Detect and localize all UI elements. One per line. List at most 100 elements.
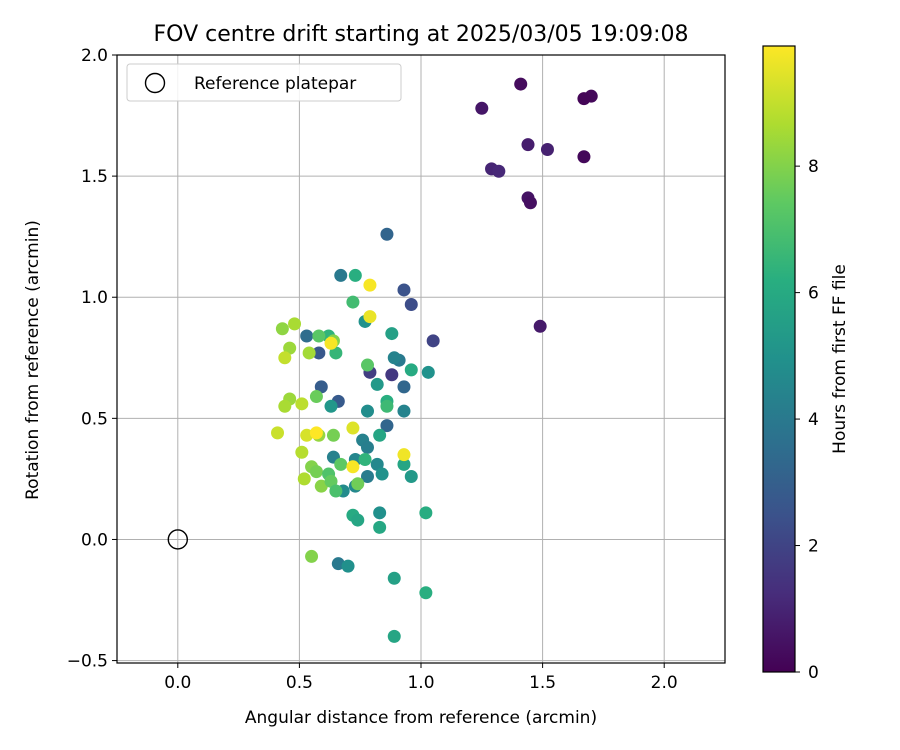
data-point	[309, 465, 323, 479]
colorbar-tick-label: 2	[808, 537, 819, 557]
data-point	[577, 150, 591, 164]
data-point	[360, 358, 374, 372]
data-point	[297, 472, 311, 486]
data-point	[300, 428, 314, 442]
y-tick-label: 0.0	[81, 530, 108, 550]
x-axis-label: Angular distance from reference (arcmin)	[245, 708, 597, 728]
data-point	[373, 506, 387, 520]
data-point	[375, 467, 389, 481]
y-tick-label: 2.0	[81, 46, 108, 66]
data-point	[387, 629, 401, 643]
data-point	[397, 448, 411, 462]
data-point	[370, 377, 384, 391]
data-point	[309, 426, 323, 440]
colorbar-tick-label: 6	[808, 284, 819, 304]
data-point	[334, 457, 348, 471]
data-point	[295, 445, 309, 459]
data-point	[404, 363, 418, 377]
data-point	[404, 297, 418, 311]
data-point	[475, 101, 489, 115]
data-point	[358, 453, 372, 467]
x-tick-label: 0.5	[286, 673, 313, 693]
colorbar-tick-label: 0	[808, 663, 819, 683]
data-point	[363, 310, 377, 324]
data-point	[324, 399, 338, 413]
x-tick-label: 0.0	[164, 673, 191, 693]
x-tick-label: 1.0	[407, 673, 434, 693]
legend: Reference platepar	[126, 63, 402, 102]
data-point	[514, 77, 528, 91]
data-point	[419, 586, 433, 600]
data-point	[397, 404, 411, 418]
data-point	[363, 278, 377, 292]
data-point	[373, 520, 387, 534]
data-point	[397, 380, 411, 394]
data-point	[380, 419, 394, 433]
data-point	[426, 334, 440, 348]
data-point	[309, 390, 323, 404]
data-point	[341, 559, 355, 573]
data-point	[360, 404, 374, 418]
data-point	[492, 164, 506, 178]
data-point	[370, 457, 384, 471]
x-axis-ticks: 0.0 0.5 1.0 1.5 2.0	[164, 663, 678, 693]
data-point	[404, 469, 418, 483]
data-point	[312, 346, 326, 360]
colorbar: 0 2 4 6 8 Hours from first FF file	[762, 45, 850, 683]
data-point	[295, 397, 309, 411]
colorbar-gradient	[762, 45, 796, 673]
data-point	[331, 557, 345, 571]
data-point	[329, 346, 343, 360]
colorbar-tick-label: 8	[808, 157, 819, 177]
y-axis-label: Rotation from reference (arcmin)	[23, 220, 43, 500]
data-point	[278, 399, 292, 413]
x-tick-label: 2.0	[651, 673, 678, 693]
data-point	[326, 428, 340, 442]
data-point	[387, 351, 401, 365]
chart-title: FOV centre drift starting at 2025/03/05 …	[154, 22, 689, 47]
data-point	[419, 506, 433, 520]
data-point	[302, 346, 316, 360]
data-point	[300, 329, 314, 343]
data-point	[385, 327, 399, 341]
data-point	[271, 426, 285, 440]
colorbar-label: Hours from first FF file	[830, 264, 850, 454]
data-point	[351, 513, 365, 527]
reference-point	[167, 529, 189, 550]
legend-marker	[144, 72, 166, 94]
data-point	[540, 142, 554, 156]
data-point	[329, 484, 343, 498]
data-point	[577, 92, 591, 106]
data-point	[521, 138, 535, 152]
y-tick-label: 1.0	[81, 288, 108, 308]
data-point	[346, 295, 360, 309]
data-point	[421, 365, 435, 379]
data-points	[167, 77, 598, 643]
data-point	[324, 336, 338, 350]
data-point	[283, 341, 297, 355]
data-point	[346, 460, 360, 474]
y-tick-label: 1.5	[81, 167, 108, 187]
data-point	[351, 477, 365, 491]
y-tick-label: −0.5	[67, 652, 108, 672]
data-point	[523, 196, 537, 210]
data-point	[360, 469, 374, 483]
data-point	[312, 329, 326, 343]
legend-box	[126, 63, 402, 102]
data-point	[373, 428, 387, 442]
colorbar-ticks: 0 2 4 6 8	[795, 157, 819, 683]
data-point	[348, 268, 362, 282]
data-point	[314, 380, 328, 394]
data-point	[278, 351, 292, 365]
data-point	[324, 474, 338, 488]
colorbar-tick-label: 4	[808, 410, 819, 430]
data-point	[314, 479, 328, 493]
data-point	[275, 322, 289, 336]
data-point	[387, 571, 401, 585]
data-point	[380, 227, 394, 241]
data-point	[385, 368, 399, 382]
data-point	[397, 283, 411, 297]
data-point	[346, 421, 360, 435]
data-point	[533, 319, 547, 333]
